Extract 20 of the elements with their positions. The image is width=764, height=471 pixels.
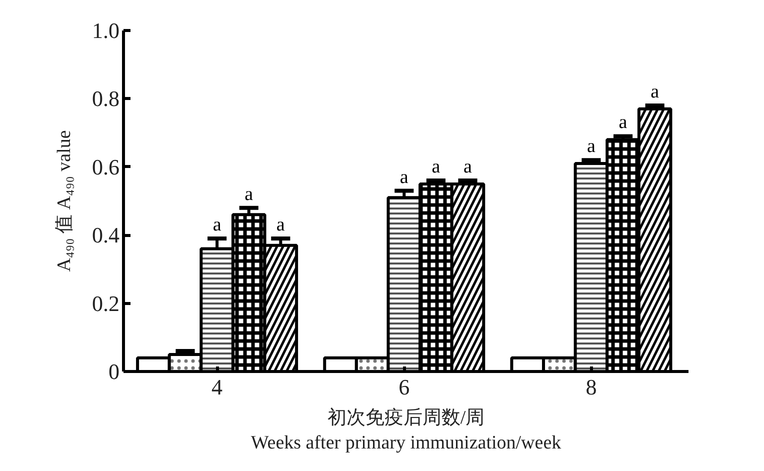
y-tick-label: 0.2	[92, 290, 120, 316]
y-tick-label: 0	[108, 359, 120, 384]
y-tick-label: 0.8	[92, 86, 120, 112]
data-label: a	[400, 166, 409, 188]
data-label: a	[587, 136, 596, 158]
data-label: a	[432, 156, 441, 178]
y-tick-label: 1.0	[92, 18, 120, 43]
x-tick-label: 8	[586, 374, 597, 400]
data-label: a	[464, 156, 473, 178]
data-label: a	[650, 82, 660, 103]
y-tick-label: 0.4	[92, 222, 120, 248]
y-tick-label: 0.6	[92, 154, 120, 180]
data-label: a	[618, 112, 628, 134]
data-label: a	[212, 214, 222, 236]
x-tick-label: 6	[398, 374, 410, 400]
x-axis-title: 初次免疫后周数/周 Weeks after primary immunization/week	[250, 406, 562, 454]
data-label: a	[244, 184, 254, 205]
data-label: a	[276, 214, 286, 236]
y-axis-title: A₄₉₀ 值 A₄₉₀ value	[54, 130, 75, 272]
x-tick-label: 4	[212, 374, 223, 400]
